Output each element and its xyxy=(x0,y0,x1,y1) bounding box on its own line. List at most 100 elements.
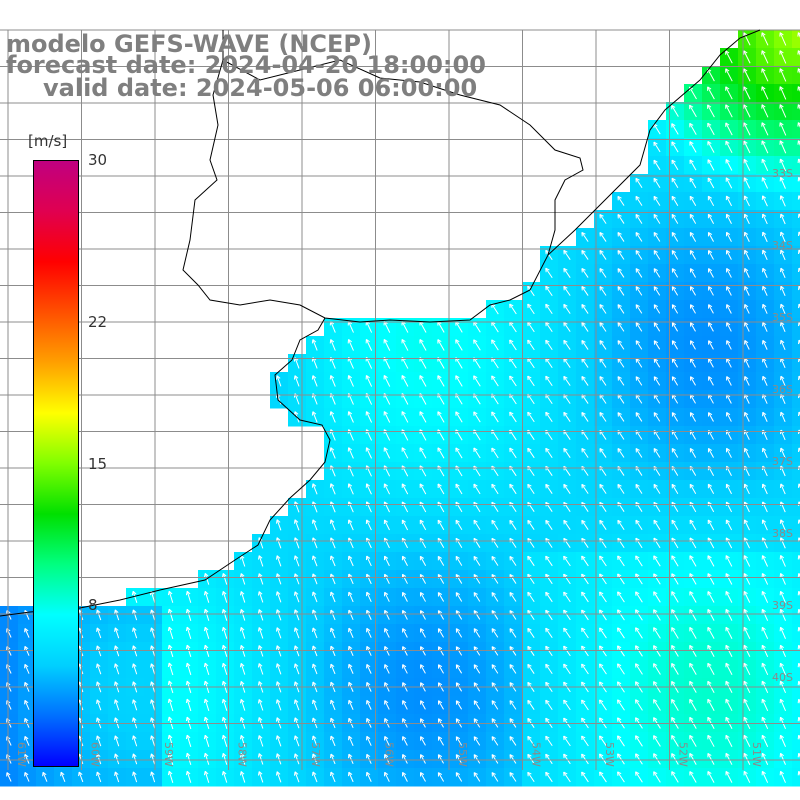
wind-speed-cell xyxy=(792,390,800,409)
wind-arrow xyxy=(401,339,409,351)
longitude-label: 52W xyxy=(677,742,690,767)
wind-speed-cell xyxy=(792,570,800,589)
wind-arrow xyxy=(779,501,786,513)
wind-arrow xyxy=(725,555,733,567)
wind-arrow xyxy=(761,519,768,531)
wind-speed-cell xyxy=(792,696,800,715)
wind-arrow xyxy=(743,447,750,458)
wind-arrow xyxy=(726,412,732,422)
wind-arrow xyxy=(671,448,679,458)
wind-arrow xyxy=(257,555,264,567)
wind-arrow xyxy=(761,195,768,207)
wind-arrow xyxy=(617,448,625,458)
wind-speed-cell xyxy=(792,30,800,49)
wind-arrow xyxy=(563,537,571,548)
wind-arrow xyxy=(725,50,733,64)
wind-arrow xyxy=(779,104,787,118)
longitude-label: 56W xyxy=(383,742,396,767)
wind-arrow xyxy=(653,340,661,350)
latitude-label: 36S xyxy=(772,383,793,396)
wind-arrow xyxy=(473,339,481,351)
wind-speed-cell xyxy=(792,372,800,391)
colorbar-tick-label: 22 xyxy=(88,312,108,331)
wind-arrow xyxy=(653,412,661,422)
wind-arrow xyxy=(671,322,679,332)
wind-speed-cell xyxy=(792,336,800,355)
wind-arrow xyxy=(491,339,499,351)
wind-arrow xyxy=(329,501,336,513)
wind-arrow xyxy=(689,483,697,494)
wind-arrow xyxy=(545,483,553,494)
wind-arrow xyxy=(779,213,786,225)
wind-speed-cell xyxy=(792,498,800,517)
wind-arrow xyxy=(689,141,697,153)
wind-speed-cell xyxy=(792,84,800,103)
wind-arrow xyxy=(743,519,750,531)
wind-speed-cell xyxy=(792,282,800,301)
wind-speed-cell xyxy=(792,318,800,337)
wind-arrow xyxy=(780,285,786,297)
wind-arrow xyxy=(509,303,517,315)
wind-arrow xyxy=(743,140,751,154)
wind-arrow xyxy=(635,376,643,386)
wind-arrow xyxy=(329,483,336,495)
wind-arrow xyxy=(509,339,517,351)
wind-speed-cell xyxy=(792,102,800,121)
wind-arrow xyxy=(761,447,768,459)
wind-arrow xyxy=(617,376,625,386)
wind-arrow xyxy=(617,537,625,549)
colorbar-tick-label: 15 xyxy=(88,454,108,473)
wind-arrow xyxy=(365,501,372,513)
wind-arrow xyxy=(347,447,354,459)
wind-arrow xyxy=(581,267,589,278)
wind-arrow xyxy=(707,195,715,207)
wind-arrow xyxy=(401,411,409,423)
wind-arrow xyxy=(527,339,535,351)
wind-arrow xyxy=(797,176,800,182)
wind-arrow xyxy=(707,86,715,100)
wind-arrow xyxy=(347,519,354,531)
wind-speed-cell xyxy=(792,174,800,193)
wind-arrow xyxy=(581,483,589,494)
wind-arrow xyxy=(671,358,679,368)
wind-arrow xyxy=(491,519,499,530)
wind-arrow xyxy=(707,213,715,224)
wind-arrow xyxy=(707,483,715,495)
wind-speed-cell xyxy=(792,534,800,553)
wind-arrow xyxy=(383,501,390,513)
wind-arrow xyxy=(708,412,714,422)
wind-arrow xyxy=(761,122,769,136)
colorbar xyxy=(33,160,79,767)
wind-arrow xyxy=(725,213,732,225)
wind-arrow xyxy=(563,249,571,260)
wind-arrow xyxy=(617,213,625,224)
wind-arrow xyxy=(689,376,696,386)
wind-arrow xyxy=(581,375,589,386)
wind-arrow xyxy=(563,375,571,386)
wind-arrow xyxy=(491,537,499,548)
wind-arrow xyxy=(455,519,463,531)
wind-arrow xyxy=(347,501,354,513)
wind-arrow xyxy=(311,555,318,567)
wind-arrow xyxy=(762,411,768,422)
wind-arrow xyxy=(725,483,732,495)
wind-arrow xyxy=(401,447,409,459)
wind-speed-cell xyxy=(792,588,800,607)
wind-arrow xyxy=(689,519,697,531)
wind-arrow xyxy=(708,376,714,386)
wind-arrow xyxy=(437,339,445,351)
wind-arrow xyxy=(671,195,679,206)
wind-arrow xyxy=(779,176,786,189)
wind-arrow xyxy=(527,537,535,548)
wind-arrow xyxy=(743,501,750,513)
wind-arrow xyxy=(743,158,751,171)
wind-arrow xyxy=(743,50,751,64)
wind-arrow xyxy=(545,339,553,351)
longitude-label: 61W xyxy=(15,742,28,767)
wind-arrow xyxy=(689,268,696,278)
wind-arrow xyxy=(653,304,661,314)
wind-arrow xyxy=(671,519,679,531)
wind-arrow xyxy=(743,213,750,225)
wind-arrow xyxy=(635,322,643,332)
wind-arrow xyxy=(707,555,715,567)
